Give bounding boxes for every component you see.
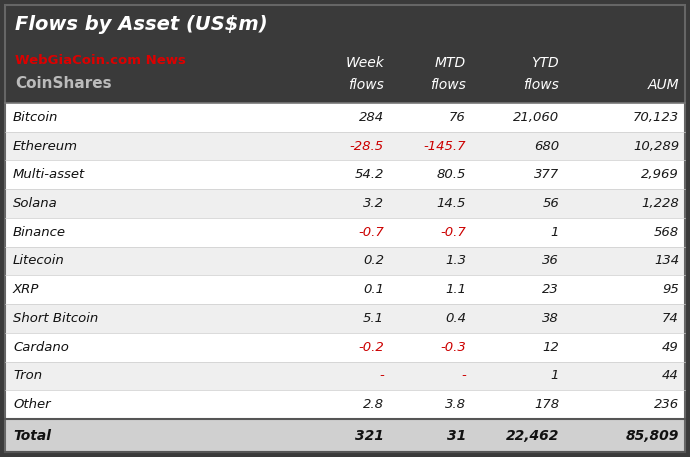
Text: 74: 74 (662, 312, 679, 325)
Text: -28.5: -28.5 (350, 139, 384, 153)
Text: 178: 178 (534, 398, 559, 411)
Text: MTD: MTD (435, 56, 466, 70)
Bar (5, 304, 685, 333)
Text: 70,123: 70,123 (633, 111, 679, 124)
Bar (5, 103, 685, 132)
Text: -0.7: -0.7 (440, 226, 466, 239)
Text: 2,969: 2,969 (641, 168, 679, 181)
Text: AUM: AUM (647, 78, 679, 92)
Text: Week: Week (345, 56, 384, 70)
Text: YTD: YTD (531, 56, 559, 70)
Text: XRP: XRP (13, 283, 39, 296)
Text: Other: Other (13, 398, 50, 411)
Text: 0.4: 0.4 (445, 312, 466, 325)
Text: 23: 23 (542, 283, 559, 296)
Text: Binance: Binance (13, 226, 66, 239)
Text: 80.5: 80.5 (437, 168, 466, 181)
Text: 0.1: 0.1 (363, 283, 384, 296)
Text: flows: flows (348, 78, 384, 92)
Text: Ethereum: Ethereum (13, 139, 78, 153)
Text: 10,289: 10,289 (633, 139, 679, 153)
Text: CoinShares: CoinShares (15, 75, 112, 90)
Bar (5, 390, 685, 419)
Text: -0.3: -0.3 (440, 340, 466, 354)
Text: 680: 680 (534, 139, 559, 153)
Text: 76: 76 (449, 111, 466, 124)
Text: 134: 134 (654, 255, 679, 267)
Text: 1.1: 1.1 (445, 283, 466, 296)
Text: 14.5: 14.5 (437, 197, 466, 210)
Text: 1: 1 (551, 226, 559, 239)
Text: 1.3: 1.3 (445, 255, 466, 267)
Text: 54.2: 54.2 (355, 168, 384, 181)
Text: 5.1: 5.1 (363, 312, 384, 325)
Text: 321: 321 (355, 429, 384, 442)
Text: 3.2: 3.2 (363, 197, 384, 210)
Text: 3.8: 3.8 (445, 398, 466, 411)
Bar (5, 132, 685, 160)
Text: 377: 377 (534, 168, 559, 181)
Text: flows: flows (430, 78, 466, 92)
Text: -: - (380, 369, 384, 383)
Text: 44: 44 (662, 369, 679, 383)
Bar (5, 160, 685, 189)
Text: -: - (461, 369, 466, 383)
Text: Flows by Asset (US$m): Flows by Asset (US$m) (15, 16, 268, 34)
Text: 36: 36 (542, 255, 559, 267)
Text: Cardano: Cardano (13, 340, 69, 354)
Text: -0.7: -0.7 (358, 226, 384, 239)
Text: Litecoin: Litecoin (13, 255, 65, 267)
Text: Bitcoin: Bitcoin (13, 111, 59, 124)
Text: -145.7: -145.7 (424, 139, 466, 153)
Text: 95: 95 (662, 283, 679, 296)
Text: 1,228: 1,228 (641, 197, 679, 210)
Text: -0.2: -0.2 (358, 340, 384, 354)
Bar (5, 419, 685, 452)
Bar (5, 5, 685, 45)
Text: Solana: Solana (13, 197, 58, 210)
Text: 568: 568 (654, 226, 679, 239)
Text: flows: flows (523, 78, 559, 92)
Text: 1: 1 (551, 369, 559, 383)
Bar (5, 361, 685, 390)
Text: 85,809: 85,809 (626, 429, 679, 442)
Bar (5, 276, 685, 304)
Text: 31: 31 (446, 429, 466, 442)
Text: 56: 56 (542, 197, 559, 210)
Bar (5, 189, 685, 218)
Text: WebGiaCoin.com News: WebGiaCoin.com News (15, 54, 186, 68)
Bar (5, 247, 685, 276)
Text: Total: Total (13, 429, 51, 442)
Text: Short Bitcoin: Short Bitcoin (13, 312, 98, 325)
Text: Tron: Tron (13, 369, 42, 383)
Text: 0.2: 0.2 (363, 255, 384, 267)
Text: 236: 236 (654, 398, 679, 411)
Bar (5, 45, 685, 103)
Text: 12: 12 (542, 340, 559, 354)
Bar (5, 333, 685, 361)
Text: 2.8: 2.8 (363, 398, 384, 411)
Text: 284: 284 (359, 111, 384, 124)
Bar (5, 218, 685, 247)
Text: 49: 49 (662, 340, 679, 354)
Text: 21,060: 21,060 (513, 111, 559, 124)
Text: 22,462: 22,462 (506, 429, 559, 442)
Text: Multi-asset: Multi-asset (13, 168, 86, 181)
Text: 38: 38 (542, 312, 559, 325)
